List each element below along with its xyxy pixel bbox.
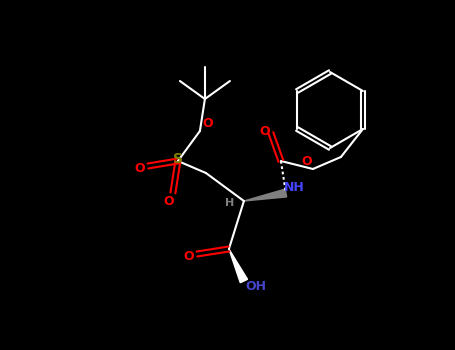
Text: O: O [164, 195, 174, 208]
Text: O: O [260, 125, 270, 138]
Text: O: O [302, 154, 312, 168]
Text: S: S [173, 152, 183, 166]
Text: NH: NH [283, 181, 304, 194]
Text: OH: OH [245, 280, 267, 294]
Polygon shape [244, 189, 287, 201]
Polygon shape [229, 249, 248, 283]
Text: H: H [225, 198, 234, 208]
Text: O: O [135, 161, 145, 175]
Text: O: O [184, 250, 194, 262]
Text: O: O [202, 117, 213, 130]
